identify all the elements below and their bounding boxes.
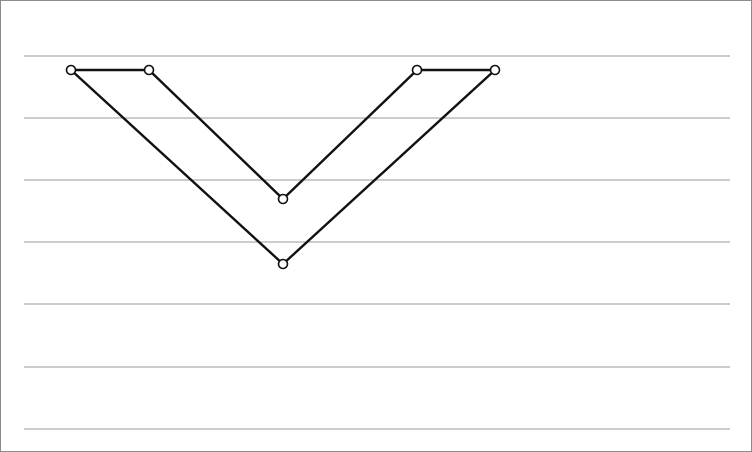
guide-lines (24, 55, 730, 430)
v-shape-outline[interactable] (69, 68, 497, 266)
vertex-handle[interactable] (489, 64, 501, 76)
vertex-handles[interactable] (65, 64, 501, 270)
vertex-handle[interactable] (277, 193, 289, 205)
vertex-handle[interactable] (65, 64, 77, 76)
vertex-handle[interactable] (411, 64, 423, 76)
vertex-handle[interactable] (143, 64, 155, 76)
vertex-handle[interactable] (277, 258, 289, 270)
